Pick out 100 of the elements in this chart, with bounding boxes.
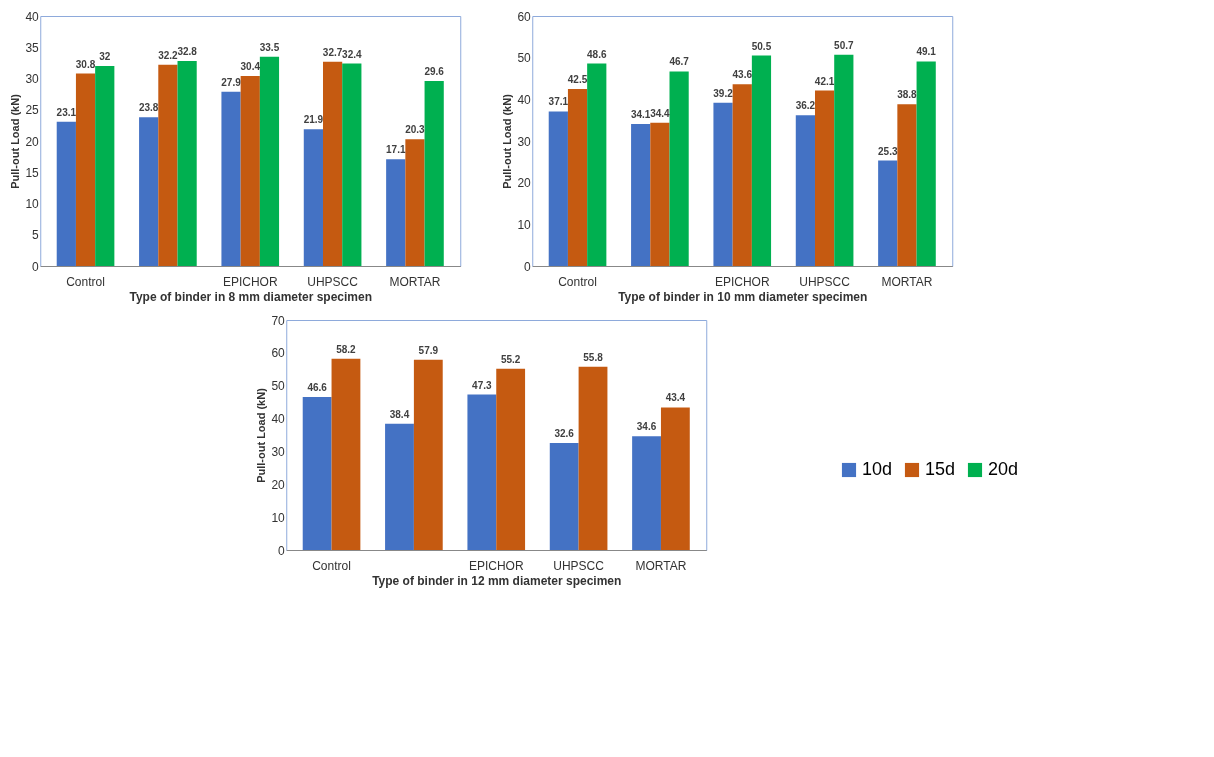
- data-label: 50.5: [751, 40, 772, 52]
- y-tick-label: 15: [25, 165, 40, 180]
- data-label: 23.1: [56, 106, 77, 118]
- data-label: 46.6: [307, 381, 328, 393]
- data-label: 32: [99, 51, 111, 62]
- y-tick-label: 50: [271, 379, 286, 394]
- bar: [567, 88, 588, 266]
- bar: [323, 61, 343, 266]
- x-tick-label: MORTAR: [389, 274, 441, 289]
- y-tick-label: 10: [25, 197, 40, 211]
- data-label: 32.4: [342, 48, 362, 60]
- x-tick-label: Control: [312, 558, 351, 573]
- data-label: 33.5: [259, 41, 280, 53]
- y-tick-label: 30: [25, 72, 40, 86]
- bar: [302, 396, 332, 550]
- data-label: 57.9: [418, 344, 439, 356]
- data-label: 34.1: [630, 108, 651, 120]
- x-tick-label: EPICHOR: [222, 274, 278, 289]
- bar: [631, 123, 651, 266]
- y-tick-label: 40: [517, 92, 532, 107]
- y-tick-label: 35: [25, 40, 40, 55]
- y-tick-label: 10: [517, 217, 532, 232]
- y-tick-label: 0: [32, 259, 40, 274]
- y-tick-label: 20: [517, 176, 532, 191]
- bar: [259, 56, 280, 266]
- bar: [732, 84, 752, 266]
- bar: [75, 73, 96, 266]
- bar: [834, 54, 854, 266]
- x-tick-label: UHPSCC: [553, 558, 605, 573]
- y-tick-label: 0: [278, 543, 286, 558]
- x-tick-label: UHPSCC: [799, 274, 851, 289]
- x-tick-label: Control: [66, 274, 105, 289]
- bar: [751, 55, 772, 266]
- y-tick-label: 50: [517, 51, 532, 66]
- data-label: 38.4: [389, 408, 410, 420]
- bar: [878, 160, 898, 266]
- legend-label: 20d: [988, 459, 1019, 479]
- y-tick-label: 20: [271, 477, 286, 492]
- data-label: 43.6: [732, 69, 753, 81]
- x-axis-title: Type of binder in 8 mm diameter specimen: [129, 289, 373, 304]
- bar: [496, 368, 526, 550]
- x-tick-label: Control: [558, 274, 597, 289]
- data-label: 34.6: [636, 421, 657, 433]
- x-tick-label: MORTAR: [881, 274, 933, 289]
- data-label: 42.1: [814, 75, 835, 87]
- bar: [413, 359, 443, 550]
- bar: [331, 358, 361, 550]
- y-tick-label: 25: [25, 103, 40, 118]
- data-label: 37.1: [548, 96, 569, 108]
- data-label: 30.4: [240, 61, 261, 72]
- data-label: 42.5: [567, 73, 588, 85]
- x-tick-label: UHPSCC: [307, 274, 359, 289]
- legend-label: 15d: [925, 459, 956, 479]
- data-label: 55.8: [583, 351, 604, 363]
- x-tick-label: EPICHOR: [468, 558, 524, 573]
- y-axis-title: Pull-out Load (kN): [501, 93, 514, 189]
- bar: [548, 111, 568, 266]
- x-axis-title: Type of binder in 12 mm diameter specimen: [372, 573, 622, 588]
- data-label: 21.9: [303, 114, 324, 126]
- bar: [405, 139, 425, 266]
- y-tick-label: 40: [25, 9, 40, 24]
- bar: [669, 71, 689, 266]
- bar: [221, 91, 241, 266]
- x-tick-label: MORTAR: [635, 558, 687, 573]
- data-label: 32.7: [322, 46, 343, 58]
- data-label: 58.2: [336, 343, 357, 355]
- y-tick-label: 0: [524, 259, 532, 274]
- y-tick-label: 5: [32, 228, 40, 243]
- data-label: 47.3: [472, 379, 493, 391]
- y-tick-label: 60: [517, 9, 532, 24]
- bar: [587, 63, 607, 266]
- x-axis-title: Type of binder in 10 mm diameter specimen: [618, 289, 868, 304]
- data-label: 50.7: [834, 39, 854, 51]
- bar: [467, 394, 497, 550]
- y-tick-label: 30: [517, 134, 532, 149]
- data-label: 55.2: [500, 353, 521, 365]
- data-label: 30.8: [75, 58, 96, 70]
- y-axis-title: Pull-out Load (kN): [255, 387, 268, 483]
- data-label: 36.2: [795, 100, 816, 112]
- data-label: 27.9: [221, 76, 242, 88]
- bar: [713, 102, 733, 266]
- legend-label: 10d: [862, 459, 893, 479]
- data-label: 43.4: [665, 392, 686, 404]
- data-label: 32.6: [554, 427, 575, 439]
- bar: [897, 104, 917, 266]
- y-tick-label: 20: [25, 134, 40, 149]
- bar: [650, 122, 670, 266]
- bar: [578, 366, 608, 550]
- bar: [916, 61, 936, 266]
- bar: [240, 76, 260, 266]
- y-tick-label: 30: [271, 444, 286, 459]
- bar: [660, 407, 690, 550]
- y-tick-label: 70: [271, 313, 286, 328]
- data-label: 46.7: [669, 56, 690, 68]
- bar: [795, 115, 815, 266]
- x-tick-label: EPICHOR: [714, 274, 770, 289]
- bar: [815, 90, 835, 266]
- y-axis-title: Pull-out Load (kN): [9, 93, 22, 189]
- data-label: 48.6: [587, 48, 607, 60]
- data-label: 29.6: [424, 66, 445, 77]
